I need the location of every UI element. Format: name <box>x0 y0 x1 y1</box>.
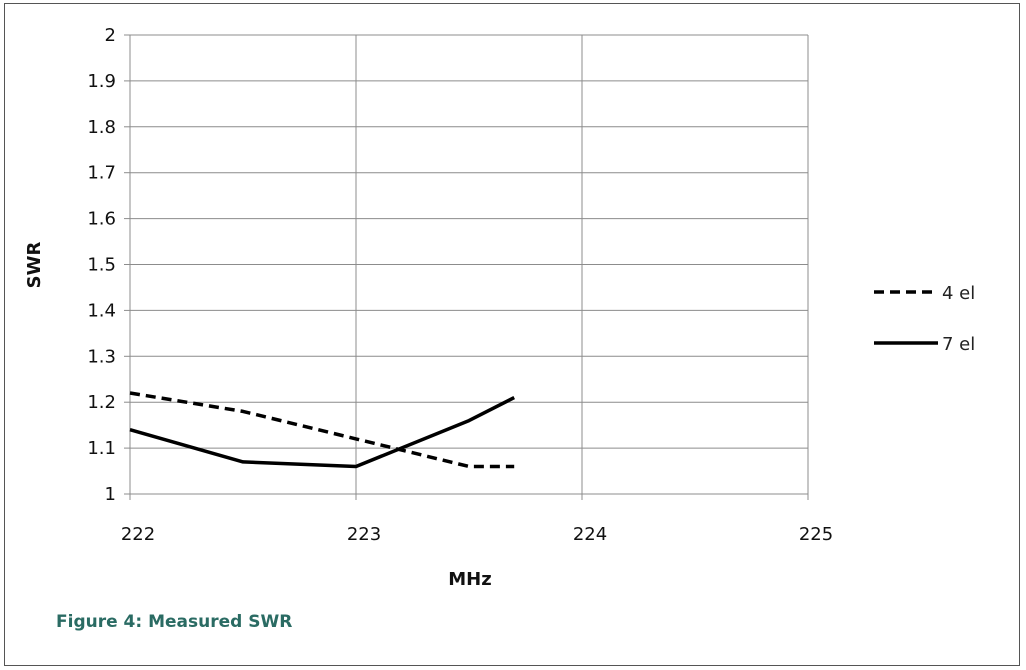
x-tick-label: 225 <box>799 524 833 545</box>
y-tick-label: 1.8 <box>87 117 116 138</box>
x-tick-labels: 222 223 224 225 <box>121 524 833 545</box>
grid-lines <box>129 34 809 495</box>
y-tick-label: 1.7 <box>87 163 116 184</box>
y-tick-label: 1.4 <box>87 300 116 321</box>
x-tick-label: 224 <box>573 524 607 545</box>
y-tick-label: 1.3 <box>87 346 116 367</box>
x-tick-label: 222 <box>121 524 155 545</box>
series-line-2 <box>129 396 515 469</box>
legend: 4 el 7 el <box>874 283 975 355</box>
y-tick-label: 1.9 <box>87 71 116 92</box>
y-tick-label: 1 <box>105 484 116 505</box>
series-line-1 <box>129 391 515 469</box>
x-tick-label: 223 <box>347 524 381 545</box>
legend-label: 7 el <box>942 334 975 355</box>
y-tick-label: 1.1 <box>87 438 116 459</box>
x-axis-title: MHz <box>448 569 491 590</box>
y-tick-label: 1.5 <box>87 255 116 276</box>
y-tick-label: 2 <box>105 25 116 46</box>
y-axis-title: SWR <box>24 242 45 289</box>
figure-frame <box>4 3 1020 666</box>
y-tick-label: 1.6 <box>87 209 116 230</box>
data-series <box>129 391 515 469</box>
legend-label: 4 el <box>942 283 975 304</box>
y-tick-labels: 1 1.1 1.2 1.3 1.4 1.5 1.6 1.7 1.8 1.9 2 <box>87 25 116 505</box>
figure-caption: Figure 4: Measured SWR <box>56 612 293 632</box>
y-tick-label: 1.2 <box>87 392 116 413</box>
axes <box>124 34 809 500</box>
